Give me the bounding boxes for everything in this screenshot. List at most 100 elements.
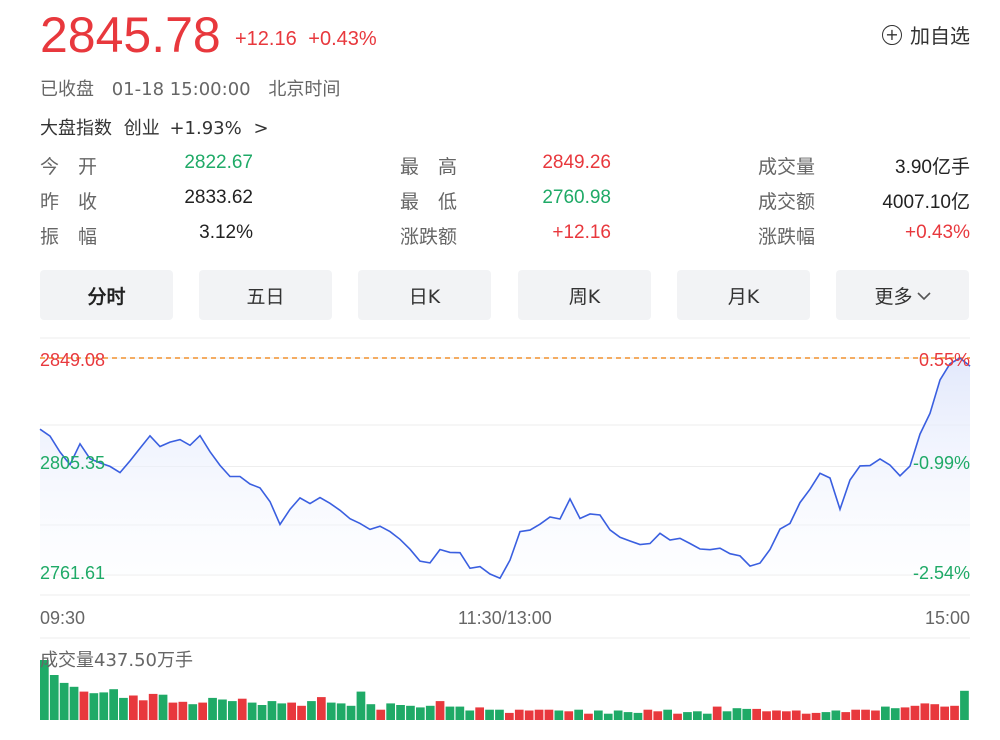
volume-bar (475, 707, 484, 720)
volume-bar (40, 660, 49, 720)
volume-bar (326, 702, 336, 720)
volume-bar (742, 708, 752, 720)
x-label-close: 15:00 (924, 608, 970, 628)
stat-value: 3.12% (199, 222, 253, 243)
stat-row: 今 开 2822.67 最 高 2849.26 成交量 3.90亿手 (40, 152, 970, 187)
volume-bar (712, 706, 722, 720)
volume-bar (811, 712, 821, 720)
stat-value: +12.16 (552, 222, 611, 243)
volume-bar (603, 713, 613, 720)
stat-label: 振 幅 (40, 226, 98, 248)
volume-bar (336, 703, 346, 720)
volume-bar (356, 691, 366, 720)
chart-period-tabs: 分时 五日 日K 周K 月K 更多 (40, 270, 970, 320)
tab-3[interactable]: 周K (518, 270, 651, 320)
volume-bar (168, 702, 178, 720)
volume-bar (881, 706, 890, 720)
volume-bar (79, 691, 89, 720)
market-status: 已收盘 01-18 15:00:00 北京时间 (40, 75, 352, 101)
y-pct-low: -2.54% (912, 563, 970, 583)
volume-bar (188, 704, 198, 720)
tab-1[interactable]: 五日 (199, 270, 332, 320)
volume-bar (722, 711, 732, 720)
volume-bar (693, 711, 702, 720)
volume-bar (228, 701, 237, 720)
tab-0[interactable]: 分时 (40, 270, 173, 320)
volume-bar (831, 710, 841, 720)
price-area (40, 358, 970, 579)
volume-bar (801, 713, 811, 720)
tab-label: 更多 (874, 285, 913, 308)
volume-bar (386, 703, 395, 720)
volume-bar (485, 709, 494, 720)
x-label-open: 09:30 (40, 608, 86, 628)
tab-label: 月K (727, 285, 760, 308)
volume-bar (505, 712, 514, 720)
index-name: 创业 (123, 118, 160, 139)
y-label-high: 2849.08 (40, 350, 106, 370)
volume-bar (663, 709, 672, 720)
volume-bar (752, 708, 761, 720)
volume-bar (495, 709, 504, 720)
stat-label: 成交量 (758, 156, 816, 178)
volume-bar (99, 692, 109, 720)
volume-bar (307, 701, 316, 720)
stat-label: 涨跌幅 (758, 226, 816, 248)
volume-bar (158, 694, 168, 720)
volume-bar (861, 709, 870, 720)
add-watchlist-button[interactable]: + 加自选 (882, 20, 970, 49)
volume-bar (871, 710, 880, 720)
index-change: +1.93% (169, 118, 242, 139)
x-label-midday: 11:30/13:00 (458, 608, 552, 628)
volume-bar (782, 711, 791, 720)
volume-bar (129, 695, 138, 720)
volume-bar (653, 711, 663, 720)
stat-label: 最 低 (400, 191, 458, 213)
volume-bar (821, 712, 831, 720)
stat-value: 2833.62 (184, 187, 253, 208)
volume-bar (247, 702, 257, 720)
price-series-line (39, 357, 971, 580)
y-pct-mid: -0.99% (912, 453, 970, 473)
stat-value: 4007.10亿 (882, 192, 970, 213)
volume-bar (574, 709, 583, 720)
volume-bar (49, 675, 59, 720)
chevron-down-icon (913, 284, 931, 306)
volume-bar (791, 710, 801, 720)
market-datetime: 01-18 15:00:00 (111, 79, 251, 100)
price-change: +12.16 +0.43% (235, 28, 383, 51)
market-state: 已收盘 (40, 79, 94, 100)
volume-bar (564, 711, 574, 720)
stat-value: +0.43% (905, 222, 970, 243)
volume-bar (960, 690, 969, 720)
volume-bar (841, 712, 851, 720)
volume-bar (406, 705, 415, 720)
volume-bar (732, 708, 742, 720)
volume-bar (534, 709, 544, 720)
volume-bar (119, 697, 128, 720)
volume-bar (297, 705, 306, 720)
stat-value: 2760.98 (542, 187, 611, 208)
tab-label: 日K (408, 285, 441, 308)
volume-bar (109, 689, 118, 720)
volume-label: 成交量437.50万手 (40, 650, 193, 671)
volume-bar (554, 710, 564, 720)
volume-bar (633, 712, 643, 720)
stat-label: 成交额 (758, 191, 816, 213)
y-label-mid: 2805.35 (40, 453, 106, 473)
volume-bar (59, 682, 69, 720)
volume-bar (445, 706, 455, 720)
volume-bar (69, 686, 79, 720)
tab-4[interactable]: 月K (677, 270, 810, 320)
chevron-right-icon: > (253, 118, 269, 139)
volume-bar (178, 701, 188, 720)
volume-bar (613, 710, 623, 720)
index-link[interactable]: 大盘指数 创业 +1.93% > (40, 114, 269, 140)
stat-value: 2822.67 (184, 152, 253, 173)
stat-row: 振 幅 3.12% 涨跌额 +12.16 涨跌幅 +0.43% (40, 222, 970, 257)
volume-bar (317, 697, 326, 720)
tab-2[interactable]: 日K (358, 270, 491, 320)
stat-label: 最 高 (400, 156, 458, 178)
chart-canvas (39, 337, 971, 720)
tab-5[interactable]: 更多 (836, 270, 969, 320)
